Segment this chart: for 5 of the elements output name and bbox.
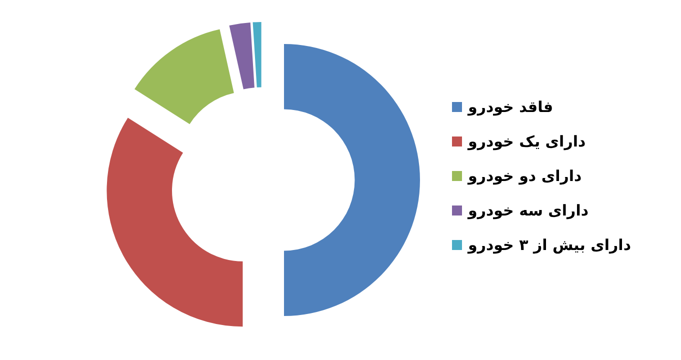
legend-label: دارای سه خودرو <box>467 202 589 220</box>
legend-label: دارای دو خودرو <box>467 167 582 185</box>
legend-label: دارای بیش از ۳ خودرو <box>467 236 632 254</box>
legend-label: دارای یک خودرو <box>467 132 586 150</box>
legend-label: فاقد خودرو <box>467 98 554 116</box>
